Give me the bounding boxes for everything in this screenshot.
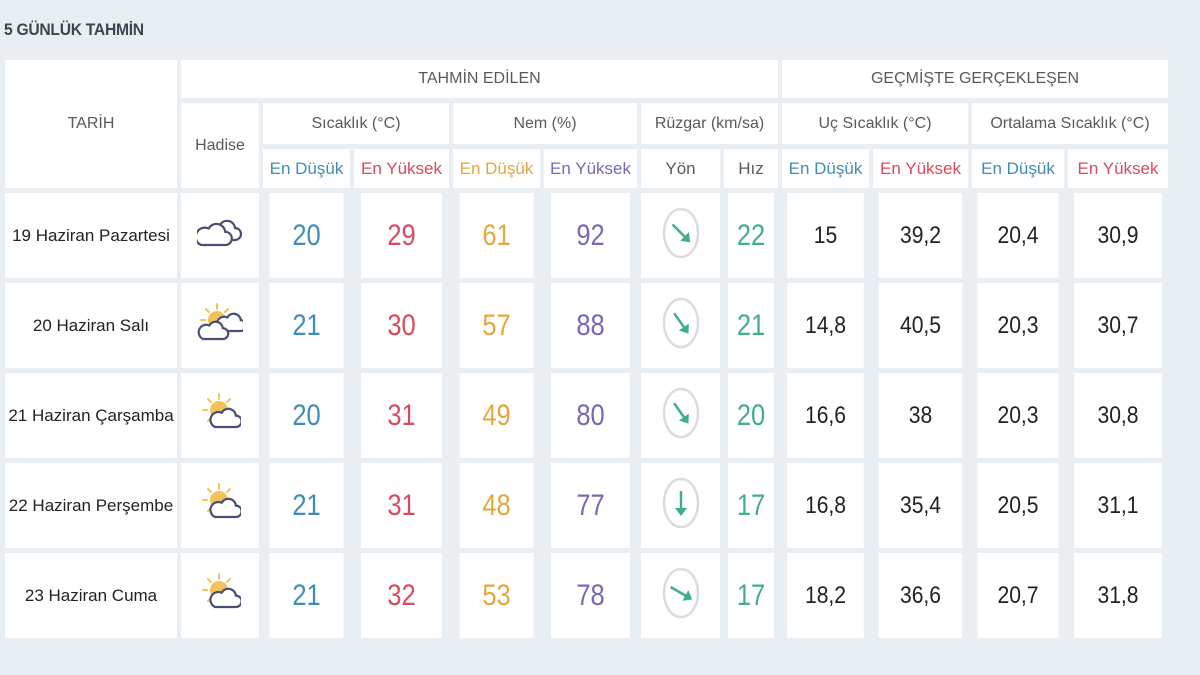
average-max: 30,9 — [1074, 193, 1162, 278]
wind-direction — [641, 463, 720, 548]
header-forecast: TAHMİN EDİLEN — [181, 60, 778, 98]
wind-speed: 21 — [728, 283, 774, 368]
subheader-temp-max: En Yüksek — [354, 149, 449, 188]
temp-min: 21 — [269, 283, 344, 368]
temp-min: 20 — [269, 373, 344, 458]
humidity-max: 88 — [550, 283, 631, 368]
temp-min: 21 — [269, 463, 344, 548]
subheader-speed: Hız — [724, 149, 778, 188]
wind-direction-arrow-icon — [661, 476, 701, 535]
subheader-hum-max: En Yüksek — [544, 149, 637, 188]
header-extreme-temp: Uç Sıcaklık (°C) — [782, 103, 968, 144]
average-min: 20,7 — [977, 553, 1059, 638]
extreme-max: 36,6 — [878, 553, 963, 638]
humidity-min: 57 — [459, 283, 534, 368]
humidity-min: 53 — [459, 553, 534, 638]
weather-cell — [181, 193, 259, 278]
header-event: Hadise — [181, 103, 259, 188]
extreme-max: 35,4 — [878, 463, 963, 548]
row-date: 22 Haziran Perşembe — [5, 463, 177, 548]
wind-direction — [641, 373, 720, 458]
wind-direction-arrow-icon — [661, 296, 701, 355]
wind-direction-arrow-icon — [661, 386, 701, 445]
wind-speed: 17 — [728, 553, 774, 638]
header-date: TARİH — [5, 60, 177, 188]
header-history: GEÇMİŞTE GERÇEKLEŞEN — [782, 60, 1168, 98]
wind-speed: 22 — [728, 193, 774, 278]
temp-max: 29 — [361, 193, 442, 278]
extreme-min: 16,8 — [787, 463, 864, 548]
humidity-min: 49 — [459, 373, 534, 458]
extreme-min: 15 — [787, 193, 864, 278]
header-temperature: Sıcaklık (°C) — [263, 103, 449, 144]
extreme-max: 39,2 — [878, 193, 963, 278]
wind-direction — [641, 283, 720, 368]
average-min: 20,4 — [977, 193, 1059, 278]
extreme-max: 38 — [878, 373, 963, 458]
temp-max: 31 — [361, 373, 442, 458]
average-max: 30,7 — [1074, 283, 1162, 368]
section-title: 5 GÜNLÜK TAHMİN — [4, 20, 144, 39]
partly-cloudy-icon — [199, 391, 243, 440]
subheader-direction: Yön — [641, 149, 720, 188]
average-min: 20,3 — [977, 373, 1059, 458]
temp-max: 30 — [361, 283, 442, 368]
subheader-temp-min: En Düşük — [263, 149, 350, 188]
weather-cell — [181, 553, 259, 638]
partly-cloudy-two-clouds-icon — [197, 301, 248, 350]
weather-cell — [181, 463, 259, 548]
header-wind: Rüzgar (km/sa) — [641, 103, 778, 144]
humidity-min: 48 — [459, 463, 534, 548]
temp-max: 31 — [361, 463, 442, 548]
wind-direction — [641, 553, 720, 638]
wind-direction — [641, 193, 720, 278]
partly-cloudy-icon — [199, 481, 243, 530]
humidity-min: 61 — [459, 193, 534, 278]
average-min: 20,5 — [977, 463, 1059, 548]
subheader-avg-max: En Yüksek — [1068, 149, 1168, 188]
extreme-min: 16,6 — [787, 373, 864, 458]
weather-cell — [181, 283, 259, 368]
extreme-max: 40,5 — [878, 283, 963, 368]
row-date: 21 Haziran Çarşamba — [5, 373, 177, 458]
header-avg-temp: Ortalama Sıcaklık (°C) — [972, 103, 1168, 144]
wind-speed: 20 — [728, 373, 774, 458]
subheader-ext-max: En Yüksek — [873, 149, 968, 188]
wind-direction-arrow-icon — [661, 566, 701, 625]
weather-cell — [181, 373, 259, 458]
forecast-table: TARİH TAHMİN EDİLEN GEÇMİŞTE GERÇEKLEŞEN… — [5, 60, 1168, 638]
temp-min: 20 — [269, 193, 344, 278]
subheader-hum-min: En Düşük — [453, 149, 540, 188]
wind-direction-arrow-icon — [661, 206, 701, 265]
row-date: 19 Haziran Pazartesi — [5, 193, 177, 278]
average-min: 20,3 — [977, 283, 1059, 368]
wind-speed: 17 — [728, 463, 774, 548]
row-date: 20 Haziran Salı — [5, 283, 177, 368]
average-max: 31,8 — [1074, 553, 1162, 638]
subheader-ext-min: En Düşük — [782, 149, 869, 188]
average-max: 31,1 — [1074, 463, 1162, 548]
average-max: 30,8 — [1074, 373, 1162, 458]
cloudy-icon — [194, 215, 243, 256]
humidity-max: 77 — [550, 463, 631, 548]
temp-min: 21 — [269, 553, 344, 638]
extreme-min: 18,2 — [787, 553, 864, 638]
header-humidity: Nem (%) — [453, 103, 637, 144]
humidity-max: 78 — [550, 553, 631, 638]
row-date: 23 Haziran Cuma — [5, 553, 177, 638]
humidity-max: 80 — [550, 373, 631, 458]
partly-cloudy-icon — [199, 571, 243, 620]
temp-max: 32 — [361, 553, 442, 638]
subheader-avg-min: En Düşük — [972, 149, 1064, 188]
humidity-max: 92 — [550, 193, 631, 278]
extreme-min: 14,8 — [787, 283, 864, 368]
